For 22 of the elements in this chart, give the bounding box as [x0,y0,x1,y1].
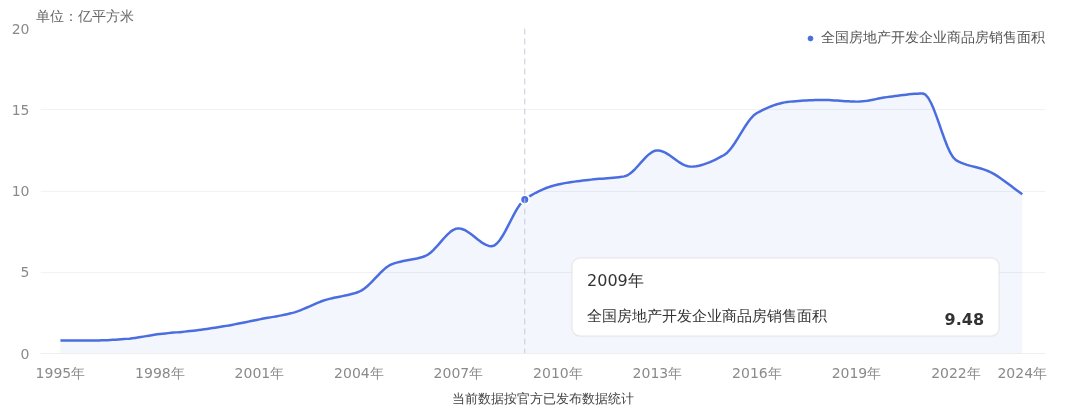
y-axis-title: 单位：亿平方米 [35,7,134,24]
annotation: 2009年 [587,271,644,291]
y-tick-label: 5 [20,264,30,281]
text: 全国房地产开发企业商品房销售面积 [587,306,828,325]
x-tick-label: 1998年 [135,364,185,381]
legend-label: 全国房地产开发企业商品房销售面积 [821,29,1045,47]
x-tick-label: 2004年 [334,364,384,381]
y-tick-label: 10 [11,183,30,199]
y-tick-label: 15 [11,101,30,118]
x-tick-label: 2019年 [831,364,882,381]
x-tick-label: 2001年 [234,364,285,381]
text: 当前数据按官方已发布数据统计 [452,390,634,406]
x-tick-label: 2022年 [931,364,981,381]
x-tick-label: 2007年 [433,364,484,381]
y-tick-label: 0 [20,345,30,362]
x-tick-label: 1995年 [35,364,86,381]
x-tick-label: 2016年 [732,364,782,381]
x-tick-label: 2013年 [632,364,683,381]
x-tick-label: 2010年 [533,364,583,381]
y-tick-label: 20 [11,20,30,37]
x-tick-label: 2024年 [997,364,1048,381]
annotation: 9.48 [944,309,985,329]
